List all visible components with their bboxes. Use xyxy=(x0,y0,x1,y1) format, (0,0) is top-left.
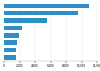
Bar xyxy=(4,33,19,38)
Bar xyxy=(4,4,89,8)
Bar xyxy=(4,48,16,52)
Bar xyxy=(4,26,22,30)
Bar xyxy=(4,18,47,23)
Bar xyxy=(4,55,16,60)
Bar xyxy=(4,40,17,45)
Bar xyxy=(4,11,78,15)
